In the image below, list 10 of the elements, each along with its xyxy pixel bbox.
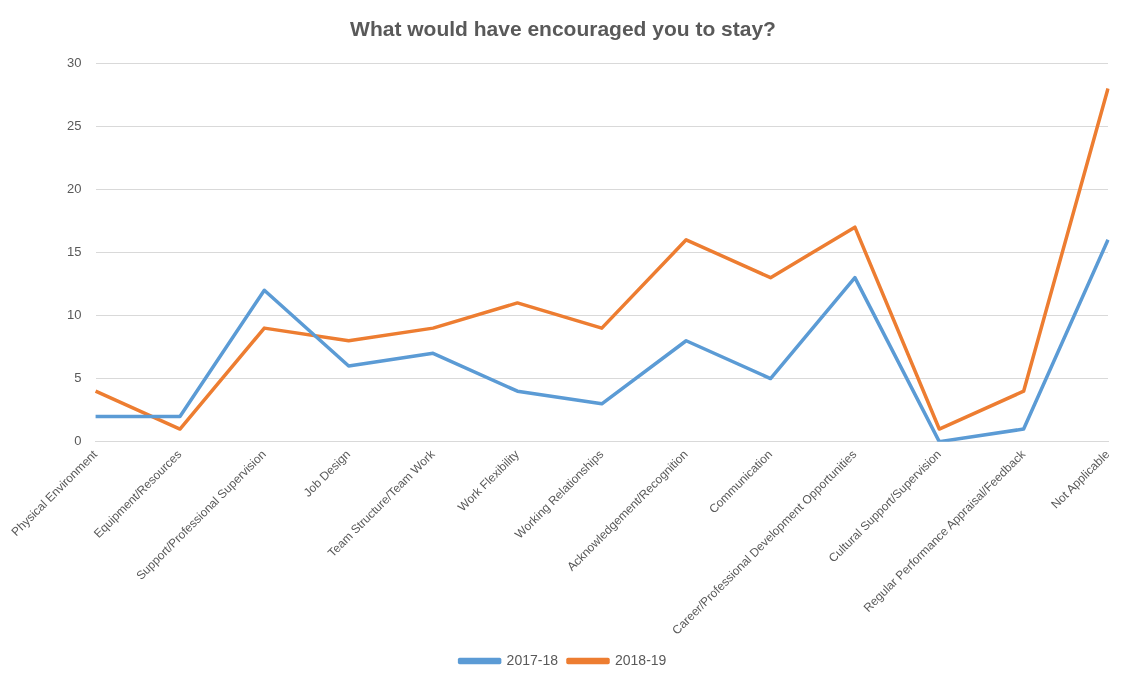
chart-title: What would have encouraged you to stay? <box>350 17 776 41</box>
y-tick-label: 20 <box>67 180 82 196</box>
y-tick-label: 30 <box>67 54 82 70</box>
y-tick-label: 25 <box>67 117 82 133</box>
y-tick-label: 15 <box>67 244 82 259</box>
y-tick-label: 0 <box>74 433 82 449</box>
y-tick-label: 5 <box>74 370 82 386</box>
legend-label: 2017-18 <box>506 651 559 668</box>
legend-label: 2018-19 <box>615 651 667 668</box>
y-tick-label: 10 <box>67 307 82 323</box>
